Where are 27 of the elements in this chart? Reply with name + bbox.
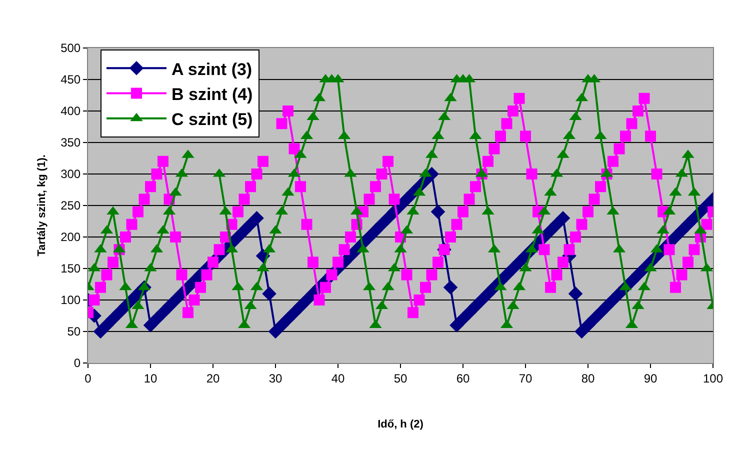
x-tick-label: 20 [206, 371, 220, 386]
y-tick-label: 500 [60, 41, 81, 56]
y-tick-label: 450 [60, 72, 81, 87]
y-tick-label: 150 [60, 262, 81, 276]
legend-label: A szint (3) [172, 60, 252, 79]
y-axis-title: Tartály szint, kg (1). [36, 154, 48, 256]
x-tick-label: 60 [456, 371, 470, 386]
x-tick-label: 80 [581, 371, 595, 386]
y-tick-label: 300 [60, 167, 81, 182]
x-tick-label: 90 [644, 371, 658, 386]
y-tick-label: 50 [67, 324, 81, 339]
x-tick-label: 10 [144, 371, 158, 386]
y-tick-label: 350 [60, 136, 81, 150]
x-tick-label: 70 [518, 371, 532, 386]
y-tick-label: 100 [60, 293, 81, 308]
x-tick-label: 40 [331, 371, 345, 386]
x-tick-label: 50 [394, 371, 408, 386]
legend-label: B szint (4) [172, 84, 253, 104]
x-tick-label: 30 [268, 371, 282, 386]
y-tick-label: 250 [60, 198, 81, 213]
x-tick-label: 100 [702, 371, 724, 386]
y-tick-label: 200 [60, 230, 81, 244]
x-axis-title: Idő, h (2) [378, 418, 424, 431]
x-tick-label: 0 [84, 371, 92, 386]
legend-label: C szint (5) [172, 110, 253, 129]
y-tick-label: 0 [74, 356, 81, 370]
y-tick-label: 400 [60, 104, 81, 118]
